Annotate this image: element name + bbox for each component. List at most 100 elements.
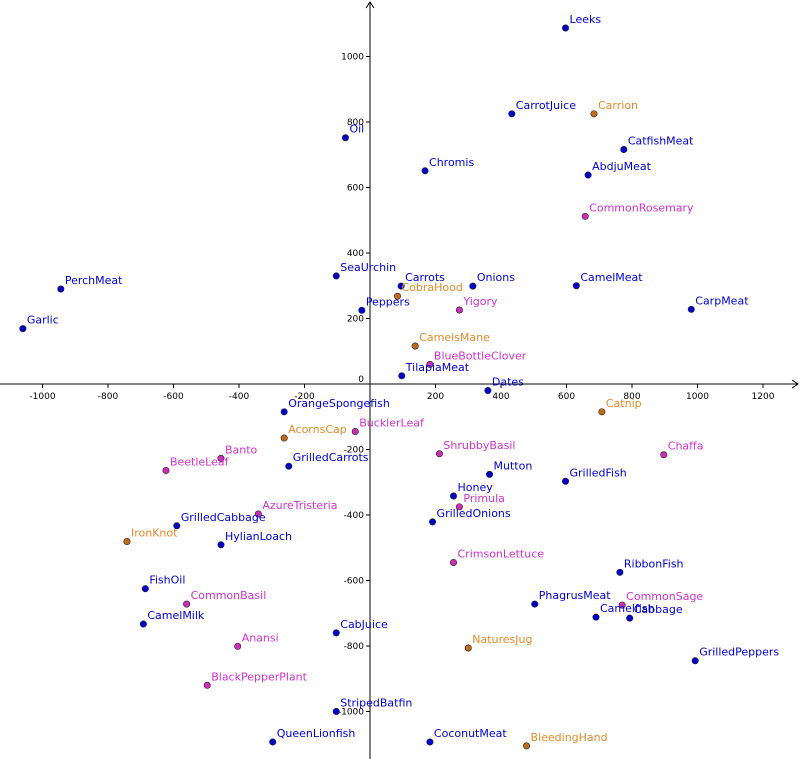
x-tick-label: -1000 <box>29 392 55 402</box>
data-point <box>217 541 225 549</box>
data-point <box>455 306 463 314</box>
data-label: GrilledFish <box>570 466 627 479</box>
data-label: GrilledOnions <box>437 507 511 520</box>
data-point <box>123 538 131 546</box>
data-label: CrimsonLettuce <box>458 547 545 560</box>
data-point <box>592 613 600 621</box>
data-point <box>531 600 539 608</box>
data-label: Garlic <box>27 314 59 327</box>
x-tick-label: 400 <box>492 392 509 402</box>
data-point <box>285 462 293 470</box>
data-label: IronKnot <box>131 527 178 540</box>
y-tick-label: 400 <box>347 249 364 259</box>
data-points: Leeks CarrotJuice Carrion Oil CatfishMeat Chr… <box>19 13 779 750</box>
data-label: GrilledPeppers <box>699 646 779 659</box>
data-label: BlueBottleClover <box>434 349 527 362</box>
data-point <box>19 325 27 333</box>
data-label: CobraHood <box>402 281 463 294</box>
y-axis-arrow <box>365 1 375 9</box>
data-point <box>332 707 340 715</box>
data-point <box>626 614 634 622</box>
data-point <box>691 657 699 665</box>
data-point <box>581 212 589 220</box>
data-label: BucklerLeaf <box>359 416 425 429</box>
data-point <box>358 306 366 314</box>
data-label: Dates <box>492 376 524 389</box>
data-label: StripedBatfin <box>340 697 412 710</box>
data-point <box>398 372 406 380</box>
data-point <box>173 522 181 530</box>
data-point <box>429 518 437 526</box>
data-label: BlackPepperPlant <box>211 670 307 683</box>
data-label: AzureTristeria <box>262 499 337 512</box>
data-point <box>426 360 434 368</box>
data-point <box>486 470 494 478</box>
y-tick-label: 600 <box>347 184 364 194</box>
x-tick-label: 1200 <box>752 392 775 402</box>
data-label: BleedingHand <box>531 731 608 744</box>
data-label: CabJuice <box>340 618 388 631</box>
data-label: Oil <box>349 123 364 136</box>
data-label: Banto <box>225 443 258 456</box>
data-label: OrangeSpongefish <box>288 397 390 410</box>
data-point <box>141 585 149 593</box>
data-label: Chaffa <box>668 440 704 453</box>
data-label: Peppers <box>366 295 410 308</box>
data-point <box>523 742 531 750</box>
data-point <box>598 408 606 416</box>
data-label: CamelsMane <box>419 331 490 344</box>
data-label: Anansi <box>242 631 279 644</box>
data-label: GrilledCarrots <box>293 451 369 464</box>
data-point <box>435 450 443 458</box>
data-point <box>450 558 458 566</box>
y-tick-label: -400 <box>344 511 365 521</box>
data-label: RibbonFish <box>624 557 684 570</box>
data-point <box>590 110 598 118</box>
data-label: NaturesJug <box>472 633 532 646</box>
data-point <box>660 451 668 459</box>
x-tick-label: -200 <box>294 392 315 402</box>
x-tick-label: -400 <box>229 392 250 402</box>
ticks: -1000 -800 -600 -400 -200 200 400 600 800 1000 120… <box>29 53 774 718</box>
data-point <box>426 738 434 746</box>
data-label: PerchMeat <box>65 274 123 287</box>
data-point <box>351 427 359 435</box>
data-point <box>269 738 277 746</box>
data-point <box>234 642 242 650</box>
data-point <box>57 285 65 293</box>
data-label: CommonSage <box>626 590 703 603</box>
data-point <box>620 146 628 154</box>
data-label: FishOil <box>149 574 185 587</box>
data-point <box>421 167 429 175</box>
data-point <box>455 503 463 511</box>
y-tick-label: -200 <box>344 446 365 456</box>
data-point <box>618 601 626 609</box>
data-label: Onions <box>477 271 515 284</box>
data-label: Chromis <box>429 156 474 169</box>
x-tick-label: 800 <box>623 392 640 402</box>
data-point <box>469 282 477 290</box>
data-label: Mutton <box>494 459 533 472</box>
data-point <box>183 600 191 608</box>
data-label: Honey <box>458 481 494 494</box>
data-point <box>484 387 492 395</box>
data-label: CamelMilk <box>147 609 205 622</box>
data-label: AbdjuMeat <box>592 160 652 173</box>
x-tick-label: -600 <box>163 392 184 402</box>
data-point <box>562 477 570 485</box>
y-tick-label: 800 <box>347 118 364 128</box>
y-tick-label: -600 <box>344 577 365 587</box>
data-point <box>254 510 262 518</box>
data-point <box>450 492 458 500</box>
data-label: Cabbage <box>634 603 683 616</box>
x-axis-arrow <box>791 379 799 389</box>
data-point <box>332 272 340 280</box>
data-label: PhagrusMeat <box>539 589 612 602</box>
data-point <box>217 454 225 462</box>
data-label: CatfishMeat <box>628 135 694 148</box>
data-point <box>616 568 624 576</box>
data-point <box>394 292 402 300</box>
data-label: Yigory <box>462 295 498 308</box>
